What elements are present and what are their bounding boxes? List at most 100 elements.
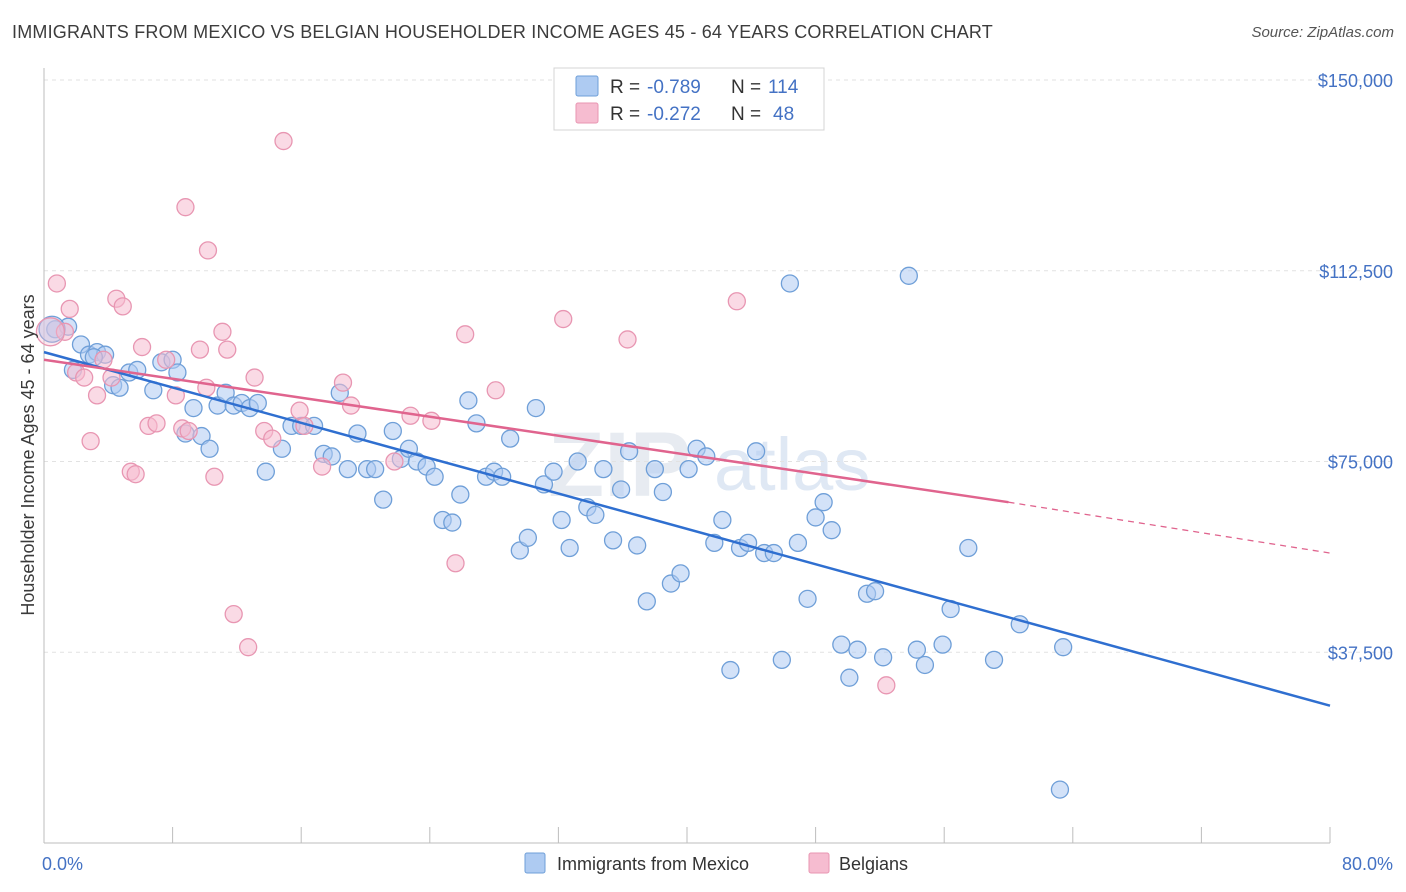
bottom-legend-label-mexico: Immigrants from Mexico [557, 854, 749, 874]
mexico-point [713, 510, 732, 530]
mexico-point [594, 459, 613, 479]
mexico-point [443, 513, 462, 532]
gridlines [44, 79, 1395, 653]
belgian-point [198, 241, 218, 260]
mexico-point [959, 538, 978, 558]
belgian-point [126, 465, 145, 484]
mexico-point [679, 459, 698, 479]
belgian-point [263, 429, 282, 448]
legend-swatch-belgian [575, 102, 599, 124]
belgian-point [312, 457, 332, 476]
mexico-point [798, 589, 817, 608]
series-legend: Immigrants from Mexico Belgians [524, 852, 908, 874]
chart-title: IMMIGRANTS FROM MEXICO VS BELGIAN HOUSEH… [12, 22, 993, 42]
legend-n-value-mexico: 114 [768, 77, 799, 98]
mexico-point [568, 452, 587, 471]
belgian-point [157, 350, 176, 369]
mexico-point [628, 536, 647, 555]
mexico-point [907, 640, 927, 659]
belgian-point [213, 322, 232, 341]
mexico-point [848, 640, 867, 659]
mexico-point [168, 363, 187, 382]
belgian-point [205, 467, 224, 486]
mexico-point [772, 650, 791, 670]
belgian-point [113, 297, 132, 316]
belgian-point [75, 368, 94, 387]
belgian-point [333, 373, 353, 392]
belgian-point [274, 131, 293, 151]
belgian-point [554, 309, 573, 329]
mexico-point [637, 592, 656, 611]
y-tick-label: $75,000 [1328, 453, 1393, 473]
mexico-point [746, 442, 766, 461]
bottom-legend-swatch-belgian [808, 852, 830, 874]
mexico-point [832, 635, 851, 654]
correlation-legend: R = -0.789 N = 114 R = -0.272 N = 48 [553, 67, 825, 131]
belgian-point [224, 604, 243, 624]
belgian-point-cluster [35, 317, 66, 347]
y-tick-label: $150,000 [1318, 71, 1393, 91]
y-axis-label: Householder Income Ages 45 - 64 years [18, 294, 38, 615]
bottom-legend-swatch-mexico [524, 852, 546, 874]
belgian-point [456, 325, 475, 344]
belgian-point [60, 299, 79, 319]
belgian-point [290, 401, 309, 420]
belgian-point [618, 330, 637, 349]
series-belgian-points [35, 131, 896, 695]
legend-swatch-mexico [575, 75, 599, 97]
trend-lines [43, 350, 1331, 707]
legend-r-label-mexico: R = [610, 77, 640, 98]
mexico-point [611, 480, 631, 499]
mexico-point [459, 391, 478, 410]
mexico-point [865, 582, 885, 601]
axes [43, 68, 1331, 844]
legend-box [553, 67, 825, 131]
trend-line-belgian [43, 358, 1009, 504]
mexico-point [383, 421, 402, 441]
trend-line-belgian-extension [1008, 501, 1331, 554]
legend-n-value-belgian: 48 [773, 104, 794, 125]
belgian-point [877, 676, 896, 695]
mexico-point [671, 564, 690, 583]
belgian-point [179, 421, 198, 441]
mexico-point [552, 510, 571, 530]
x-tick-label-start: 0.0% [42, 854, 83, 874]
mexico-point [822, 521, 841, 540]
mexico-point [603, 531, 623, 550]
belgian-point [176, 198, 195, 217]
mexico-point [365, 459, 385, 479]
mexico-point [501, 429, 520, 448]
belgian-point [147, 414, 166, 433]
mexico-point [780, 274, 800, 293]
belgian-point [81, 432, 100, 451]
mexico-point [899, 266, 918, 285]
belgian-point [385, 452, 404, 471]
mexico-point [915, 655, 935, 675]
belgian-point [486, 381, 505, 400]
belgian-point [239, 638, 258, 657]
x-tick-label-end: 80.0% [1342, 854, 1393, 874]
bottom-legend-label-belgian: Belgians [839, 854, 908, 874]
legend-r-label-belgian: R = [610, 104, 640, 125]
mexico-point [586, 505, 605, 525]
mexico-point [645, 459, 664, 479]
belgian-point [87, 386, 107, 405]
mexico-point [338, 459, 357, 479]
mexico-point [721, 660, 740, 680]
mexico-point [1054, 638, 1073, 657]
belgian-point [218, 340, 237, 359]
mexico-point [840, 668, 859, 687]
belgian-point [245, 368, 264, 387]
mexico-point [526, 398, 546, 418]
mexico-point [806, 508, 825, 527]
mexico-point [814, 493, 833, 512]
source-credit: Source: ZipAtlas.com [1251, 24, 1394, 41]
y-tick-label: $112,500 [1319, 262, 1393, 282]
legend-r-value-belgian: -0.272 [647, 104, 701, 125]
tick-labels: $37,500 $75,000 $112,500 $150,000 0.0% 80.0% [42, 71, 1393, 874]
mexico-point [873, 648, 893, 667]
legend-r-value-mexico: -0.789 [647, 77, 701, 98]
mexico-point [256, 462, 275, 481]
mexico-point [933, 635, 952, 654]
